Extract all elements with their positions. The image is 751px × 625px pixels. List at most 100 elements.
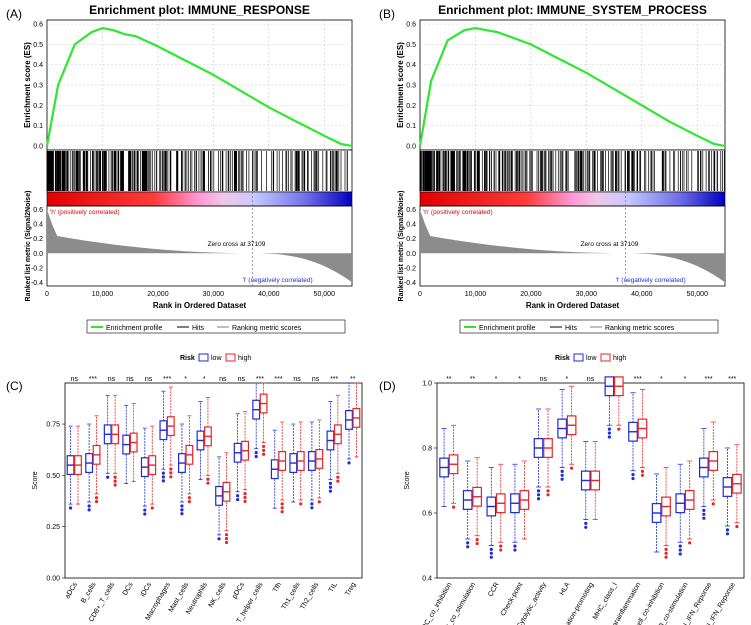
outlier-point [536, 493, 541, 497]
outlier-point [725, 532, 730, 536]
outlier-point [113, 479, 117, 483]
outlier-point [143, 508, 147, 512]
rank-tick-label: 0.6 [406, 207, 416, 214]
x-tick-label: Inflammation-promoting [552, 581, 595, 625]
box-panel-3: Risk low high0.40.60.81.0Score**APC_co_inh… [404, 353, 745, 625]
outlier-point [254, 454, 258, 459]
outlier-point [513, 548, 517, 552]
panel-label-d: (D) [379, 379, 396, 393]
outlier-point [735, 525, 739, 529]
rank-tick-label: 0.2 [406, 236, 416, 243]
outlier-point [161, 479, 165, 483]
outlier-point [513, 544, 517, 548]
outlier-point [678, 544, 682, 548]
outlier-point [347, 461, 351, 465]
neg-correlated-label: 'l' (negatively correlated) [616, 277, 686, 284]
x-tick-label: HLA [559, 581, 572, 597]
outlier-point [94, 496, 99, 500]
outlier-point [106, 475, 110, 479]
legend-es-label: Enrichment profile [479, 325, 536, 332]
outlier-point [584, 525, 588, 529]
significance-label: ns [540, 376, 548, 383]
outlier-point [310, 506, 314, 510]
outlier-point [236, 497, 240, 502]
outlier-point [489, 551, 493, 555]
outlier-point [570, 466, 574, 470]
outlier-point [299, 502, 303, 506]
gsea-title: Enrichment plot: IMMUNE_SYSTEM_PROCESS [438, 3, 707, 17]
significance-label: * [566, 376, 569, 383]
x-tick-label: Th2_cells [299, 581, 320, 611]
outlier-point [243, 492, 247, 496]
outlier-point [180, 508, 184, 512]
es-tick-label: 0.3 [406, 83, 416, 90]
gsea-title: Enrichment plot: IMMUNE_RESPONSE [89, 3, 310, 17]
rank-ylabel: Ranked list metric (Signal2Noise) [25, 191, 32, 302]
outlier-point [536, 497, 541, 501]
significance-label: ns [126, 376, 134, 383]
es-tick-label: 0.5 [33, 42, 43, 49]
risk-legend-title: Risk [555, 355, 570, 362]
outlier-point [243, 499, 247, 504]
rank-metric-area [47, 209, 352, 283]
outlier-point [150, 506, 154, 510]
gsea-panel-1: Enrichment plot: IMMUNE_SYSTEM_PROCESS 0.… [396, 3, 726, 334]
outlier-point [725, 528, 730, 532]
significance-label: *** [704, 376, 712, 383]
x-tick-label: Treg [344, 581, 357, 597]
hit-lines [46, 151, 348, 191]
outlier-point [640, 473, 645, 477]
panel-label-c: (C) [6, 379, 23, 393]
neg-correlated-label: 'l' (negatively correlated) [243, 277, 313, 284]
rank-color-bar [419, 191, 726, 207]
gsea-panel-0: Enrichment plot: IMMUNE_RESPONSE 0.6 0.5 0.… [23, 3, 353, 334]
outlier-point [631, 473, 635, 477]
risk-legend-title: Risk [180, 355, 195, 362]
outlier-point [254, 450, 258, 455]
es-tick-label: 0.5 [406, 42, 416, 49]
es-tick-label: 0.4 [406, 62, 416, 69]
significance-label: ** [350, 376, 356, 383]
gsea-legend: Enrichment profile Hits Ranking metric sco… [459, 319, 719, 334]
significance-label: *** [274, 376, 282, 383]
panel-label-a: (A) [6, 7, 22, 21]
legend-low-swatch [198, 353, 209, 362]
hit-lines [419, 151, 725, 191]
rank-ylabel: Ranked list metric (Signal2Noise) [398, 191, 405, 302]
significance-label: * [203, 376, 206, 383]
legend-hits-label: Hits [565, 325, 578, 332]
outlier-point [489, 547, 493, 552]
outlier-point [161, 471, 165, 475]
y-axis-label: Score [32, 471, 39, 489]
outlier-point [702, 512, 706, 516]
x-tick-label: 40,000 [258, 291, 280, 298]
es-ylabel: Enrichment score (ES) [396, 42, 405, 128]
outlier-point [664, 555, 668, 559]
significance-label: ns [219, 376, 227, 383]
outlier-point [87, 508, 91, 512]
outlier-point [328, 481, 333, 485]
x-tick-label: MHC_class_I [592, 581, 619, 621]
outlier-point [317, 500, 321, 504]
outlier-point [217, 537, 221, 541]
outlier-point [180, 504, 184, 508]
zero-cross-label: Zero cross at 37109 [208, 241, 266, 248]
legend-high-swatch [600, 353, 611, 362]
legend-high-label: high [238, 355, 251, 362]
x-tick-label: NK_cells [208, 581, 228, 609]
outlier-point [560, 473, 564, 477]
outlier-point [113, 475, 117, 479]
legend-frame [459, 319, 719, 334]
outlier-point [617, 427, 621, 431]
x-tick-label: aDCs [64, 581, 79, 600]
x-tick-label: DCs [122, 581, 135, 597]
outlier-point [224, 540, 229, 545]
outlier-point [466, 545, 470, 549]
x-tick-label: pDCs [231, 581, 246, 600]
outlier-point [584, 521, 588, 526]
y-tick-label: 0.00 [46, 576, 60, 583]
box-panel-2: Risk low high0.000.250.500.75ScorensaDCs**… [32, 353, 363, 624]
significance-label: * [660, 376, 663, 383]
legend-low-swatch [573, 353, 584, 362]
